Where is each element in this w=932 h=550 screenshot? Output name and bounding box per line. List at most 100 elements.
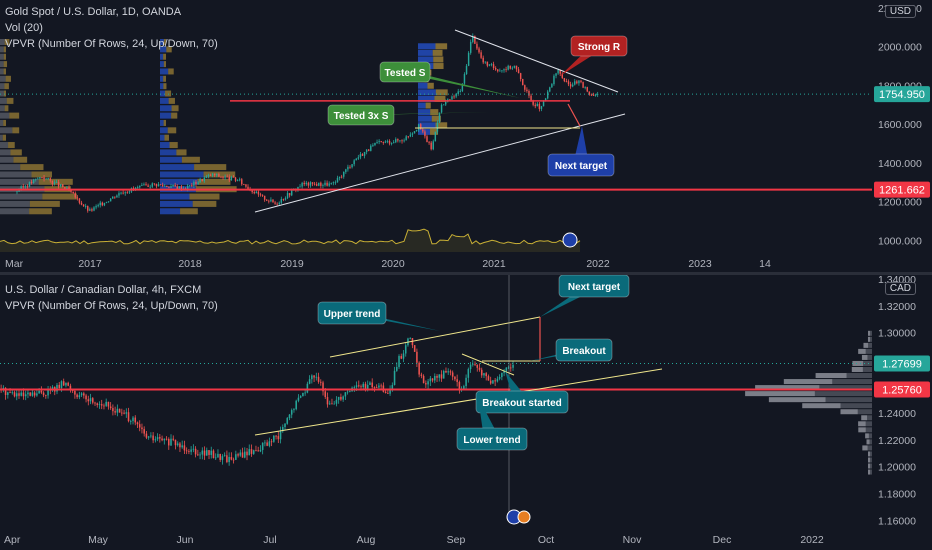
vp-row-up — [868, 330, 871, 336]
vp-row-up — [160, 178, 198, 185]
candle-body — [238, 179, 241, 181]
vp-row-down — [29, 208, 52, 215]
vpvr-indicator-label[interactable]: VPVR (Number Of Rows, 24, Up/Down, 70) — [5, 38, 218, 50]
candle-body — [232, 459, 235, 461]
time-axis-tick: 2023 — [688, 258, 712, 270]
candle-body — [101, 202, 104, 206]
vp-row-down — [31, 171, 52, 178]
vp-row-up — [418, 122, 436, 129]
candle-body — [299, 396, 302, 398]
vp-row-up — [0, 39, 5, 46]
candle-body — [434, 131, 437, 142]
drawings: Tested S Tested 3x S Strong R Next target — [0, 29, 872, 248]
candle-body — [428, 141, 430, 143]
candle-body — [181, 445, 183, 448]
vpvr-indicator-label[interactable]: VPVR (Number Of Rows, 24, Up/Down, 70) — [5, 300, 218, 312]
callout-lower-trend-label: Lower trend — [463, 435, 520, 446]
candle-body — [355, 385, 358, 388]
candle-body — [279, 431, 282, 440]
vp-row-down — [870, 463, 872, 469]
vp-row-down — [434, 95, 446, 102]
candle-body — [393, 370, 396, 386]
candle-body — [324, 391, 327, 398]
candle-body — [60, 381, 63, 388]
candle-body — [163, 438, 166, 441]
candle-body — [120, 192, 122, 194]
candle-body — [425, 383, 427, 385]
candle-body — [62, 184, 64, 188]
candle-body — [388, 141, 391, 144]
candle-body — [275, 435, 277, 437]
candle-body — [407, 136, 409, 138]
usdcad-chart-pane[interactable]: Next target Upper trend Breakout Breakout s… — [0, 275, 932, 550]
candle-body — [34, 178, 37, 180]
vp-row-down — [865, 421, 872, 427]
candle-body — [276, 203, 278, 205]
vp-row-up — [160, 119, 164, 126]
candle-body — [268, 200, 270, 202]
callout-lower-trend-box — [456, 427, 528, 451]
pane-background — [0, 275, 932, 550]
candle-body — [149, 186, 151, 188]
candle-body — [203, 177, 206, 182]
candle-body — [297, 186, 299, 191]
candle-body — [375, 387, 378, 388]
candle-body — [226, 455, 228, 463]
candle-body — [248, 449, 251, 456]
symbol-title[interactable]: Gold Spot / U.S. Dollar, 1D, OANDA — [5, 6, 182, 18]
candle-body — [118, 193, 120, 196]
candle-body — [492, 380, 494, 384]
candle-body — [4, 387, 7, 395]
candle-body — [243, 184, 245, 186]
candle-body — [15, 393, 18, 397]
descending-trendline — [454, 29, 619, 93]
candle-body — [391, 385, 394, 389]
price-axis-tick: 1.16000 — [878, 515, 916, 527]
candle-body — [224, 176, 226, 178]
candle-body — [223, 455, 226, 457]
candle-body — [340, 176, 343, 178]
candle-body — [397, 139, 399, 141]
vp-row-down — [2, 134, 6, 141]
vp-row-down — [435, 122, 448, 129]
candle-body — [282, 427, 284, 432]
candle-body — [168, 186, 170, 188]
volume-indicator-label[interactable]: Vol (20) — [5, 22, 43, 34]
candle-body — [91, 398, 94, 403]
candle-body — [193, 181, 195, 186]
currency-badge[interactable]: CAD — [884, 282, 916, 295]
candle-body — [189, 185, 191, 186]
candle-body — [574, 81, 576, 85]
candle-body — [32, 179, 35, 183]
candle-body — [89, 209, 91, 211]
candle-body — [112, 408, 114, 412]
candle-body — [284, 423, 286, 428]
pane-divider[interactable] — [0, 272, 932, 275]
candle-body — [400, 356, 403, 359]
candle-body — [449, 99, 451, 101]
vp-row-down — [435, 89, 448, 96]
vp-row-down — [430, 109, 439, 116]
candle-body — [302, 392, 304, 397]
candle-body — [365, 149, 368, 153]
gold-chart-pane[interactable]: Tested S Tested 3x S Strong R Next target M… — [0, 0, 932, 272]
candle-body — [507, 65, 509, 70]
candle-body — [559, 70, 561, 74]
currency-badge[interactable]: USD — [884, 5, 916, 18]
candle-body — [270, 199, 272, 202]
candle-body — [151, 183, 154, 187]
candle-body — [69, 385, 72, 390]
candle-body — [245, 184, 247, 187]
candle-body — [496, 378, 499, 382]
usdcad-chart-canvas[interactable]: Next target Upper trend Breakout Breakout s… — [0, 275, 932, 550]
candle-body — [488, 64, 491, 66]
vp-row-down — [197, 178, 231, 185]
gold-chart-canvas[interactable]: Tested S Tested 3x S Strong R Next target M… — [0, 0, 932, 272]
callout-tested-3x-s-label: Tested 3x S — [334, 111, 389, 122]
candle-body — [413, 345, 416, 352]
candle-body — [451, 372, 454, 377]
candle-body — [139, 185, 141, 188]
candle-body — [485, 373, 487, 377]
candle-body — [7, 392, 9, 395]
symbol-title[interactable]: U.S. Dollar / Canadian Dollar, 4h, FXCM — [5, 284, 202, 296]
